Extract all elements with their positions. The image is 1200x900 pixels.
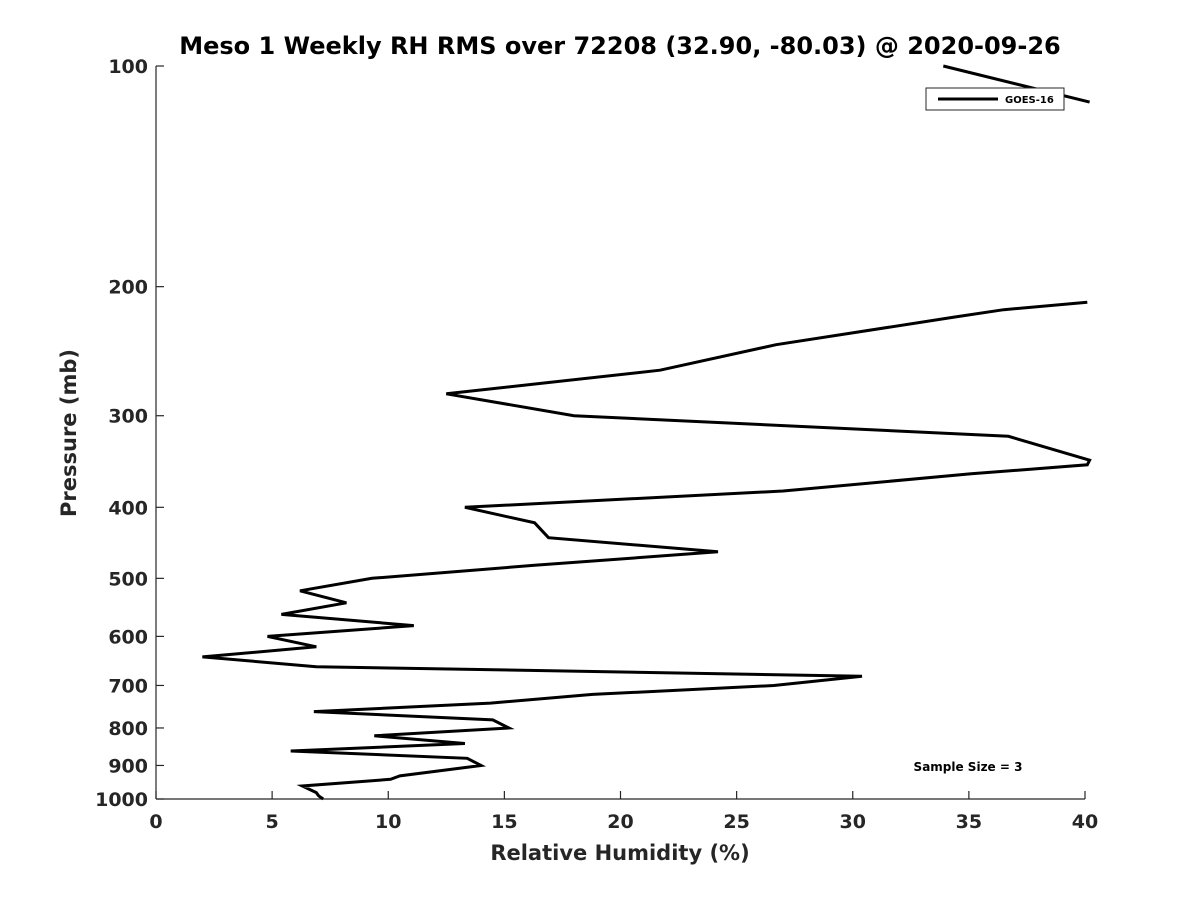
x-tick-label: 10	[375, 811, 401, 833]
legend: GOES-16	[925, 87, 1065, 111]
x-tick-label: 5	[266, 811, 279, 833]
y-tick-label: 600	[108, 626, 148, 648]
y-tick-label: 900	[108, 755, 148, 777]
y-tick-label: 300	[108, 406, 148, 428]
y-tick-label: 100	[108, 56, 148, 78]
sample-size-annotation: Sample Size = 3	[914, 760, 1023, 774]
plot-area: 0 5 10 15 20 25 30 35 40 100 200 300 400 500 600 700 80…	[95, 56, 1098, 833]
series-layer	[202, 64, 1092, 801]
series-line-goes16	[202, 300, 1092, 801]
series-line-goes16-upper	[942, 64, 1090, 104]
y-tick-label: 800	[108, 718, 148, 740]
x-tick-label: 15	[491, 811, 517, 833]
x-tick-label: 40	[1072, 811, 1098, 833]
x-tick-label: 20	[607, 811, 633, 833]
y-ticks: 100 200 300 400 500 600 700 800 900 1000	[95, 56, 164, 811]
y-tick-label: 500	[108, 568, 148, 590]
y-tick-label: 1000	[95, 789, 148, 811]
y-tick-label: 700	[108, 675, 148, 697]
x-tick-label: 0	[149, 811, 162, 833]
chart-title: Meso 1 Weekly RH RMS over 72208 (32.90, …	[179, 32, 1061, 60]
x-tick-label: 35	[956, 811, 982, 833]
x-ticks: 0 5 10 15 20 25 30 35 40	[149, 791, 1098, 833]
legend-label-goes16: GOES-16	[1005, 95, 1054, 106]
x-tick-label: 25	[723, 811, 749, 833]
y-tick-label: 400	[108, 497, 148, 519]
x-tick-label: 30	[840, 811, 866, 833]
y-axis-label: Pressure (mb)	[57, 349, 81, 517]
y-tick-label: 200	[108, 277, 148, 299]
x-axis-label: Relative Humidity (%)	[490, 841, 749, 865]
